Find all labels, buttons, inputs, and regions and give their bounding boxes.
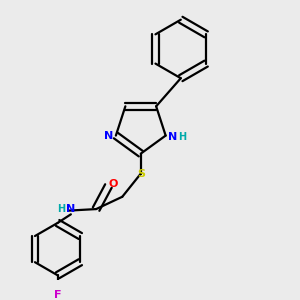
Text: H: H <box>57 204 65 214</box>
Text: N: N <box>103 130 113 141</box>
Text: S: S <box>137 169 145 179</box>
Text: N: N <box>66 204 76 214</box>
Text: O: O <box>108 178 118 188</box>
Text: F: F <box>54 290 62 300</box>
Text: H: H <box>178 132 187 142</box>
Text: N: N <box>168 132 177 142</box>
